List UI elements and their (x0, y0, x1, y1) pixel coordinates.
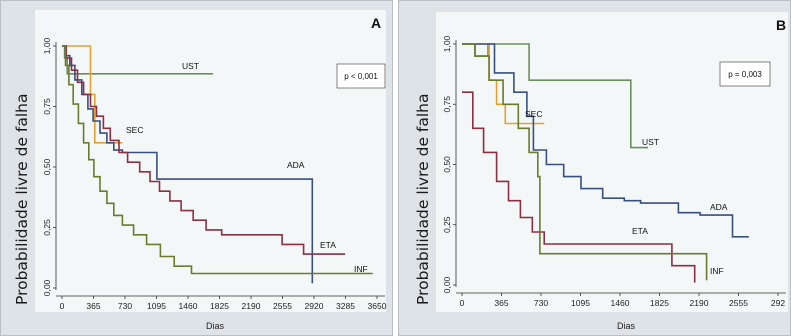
y-axis-label-a: Probabilidade livre de falha (13, 94, 31, 306)
chart-a-svg: A Probabilidade livre de falha Dias p < … (0, 0, 393, 336)
y-tick-label: 0,00 (442, 276, 452, 293)
pvalue-a: p < 0,001 (344, 72, 378, 81)
series-lines-a (62, 45, 373, 284)
x-tick-label: 0 (60, 301, 65, 311)
chart-b-svg: B Probabilidade livre de falha Dias p = … (398, 0, 791, 336)
series-label-eta: ETA (320, 240, 336, 250)
y-tick-label: 0,75 (42, 98, 52, 115)
series-label-ust: UST (642, 137, 659, 147)
x-axis-label-b: Dias (617, 321, 636, 331)
panel-letter-a: A (371, 15, 381, 31)
x-axis-label-a: Dias (206, 321, 225, 331)
x-tick-label: 1095 (147, 301, 166, 311)
x-tick-label: 3650 (368, 301, 387, 311)
pvalue-box-a (336, 63, 386, 89)
x-tick-label: 365 (86, 301, 100, 311)
series-label-inf: INF (710, 266, 724, 276)
x-tick-label: 1460 (179, 301, 198, 311)
chart-panel-a: A Probabilidade livre de falha Dias p < … (0, 0, 393, 336)
series-label-sec: SEC (126, 125, 143, 135)
x-tick-label: 0 (460, 298, 465, 308)
x-tick-label: 730 (534, 298, 548, 308)
series-labels-a: UST SEC ADA ETA INF (126, 61, 368, 274)
y-tick-label: 0,75 (442, 96, 452, 113)
x-tick-label: 1825 (210, 301, 229, 311)
y-tick-label: 0,25 (442, 216, 452, 233)
x-tick-label: 1460 (611, 298, 630, 308)
x-tick-label: 2555 (273, 301, 292, 311)
x-tick-label: 3285 (336, 301, 355, 311)
axes-a: 0,00 0,25 0,50 0,75 1,00 0 365 730 1095 1460 1825 2… (42, 37, 387, 311)
x-tick-label: 2190 (242, 301, 261, 311)
series-line-inf (462, 43, 708, 281)
x-tick-label: 1825 (650, 298, 669, 308)
x-tick-label: 2190 (690, 298, 709, 308)
y-tick-label: 0,50 (442, 156, 452, 173)
series-label-sec: SEC (525, 109, 542, 119)
series-line-eta (462, 91, 696, 283)
panel-a-plot-frame (35, 10, 386, 312)
chart-panel-b: B Probabilidade livre de falha Dias p = … (398, 0, 791, 336)
y-tick-label: 1,00 (42, 37, 52, 54)
series-line-eta (62, 45, 346, 255)
y-tick-label: 0,50 (42, 158, 52, 175)
pvalue-b: p = 0,003 (728, 70, 762, 79)
series-lines-b (462, 43, 749, 283)
x-tick-label: 730 (118, 301, 132, 311)
series-line-inf (62, 45, 373, 275)
series-label-inf: INF (354, 264, 368, 274)
x-tick-label: 2555 (729, 298, 748, 308)
series-label-eta: ETA (632, 226, 648, 236)
x-tick-label: 292 (771, 298, 785, 308)
y-axis-label-b: Probabilidade livre de falha (414, 94, 432, 306)
y-tick-label: 0,00 (42, 279, 52, 296)
series-line-ada (62, 45, 314, 284)
x-tick-label: 365 (494, 298, 508, 308)
axes-b: 0,00 0,25 0,50 0,75 1,00 0 365 730 1095 1460 1825 2… (442, 35, 786, 308)
series-labels-b: UST SEC ADA ETA INF (525, 109, 728, 276)
y-tick-label: 0,25 (42, 219, 52, 236)
y-tick-label: 1,00 (442, 35, 452, 52)
x-tick-label: 2920 (305, 301, 324, 311)
series-line-sec (62, 45, 123, 144)
series-label-ada: ADA (710, 202, 728, 212)
series-line-ada (462, 43, 749, 238)
series-label-ada: ADA (287, 160, 305, 170)
pvalue-box-b (719, 61, 771, 87)
series-label-ust: UST (182, 61, 199, 71)
panel-letter-b: B (776, 17, 786, 33)
x-tick-label: 1095 (571, 298, 590, 308)
